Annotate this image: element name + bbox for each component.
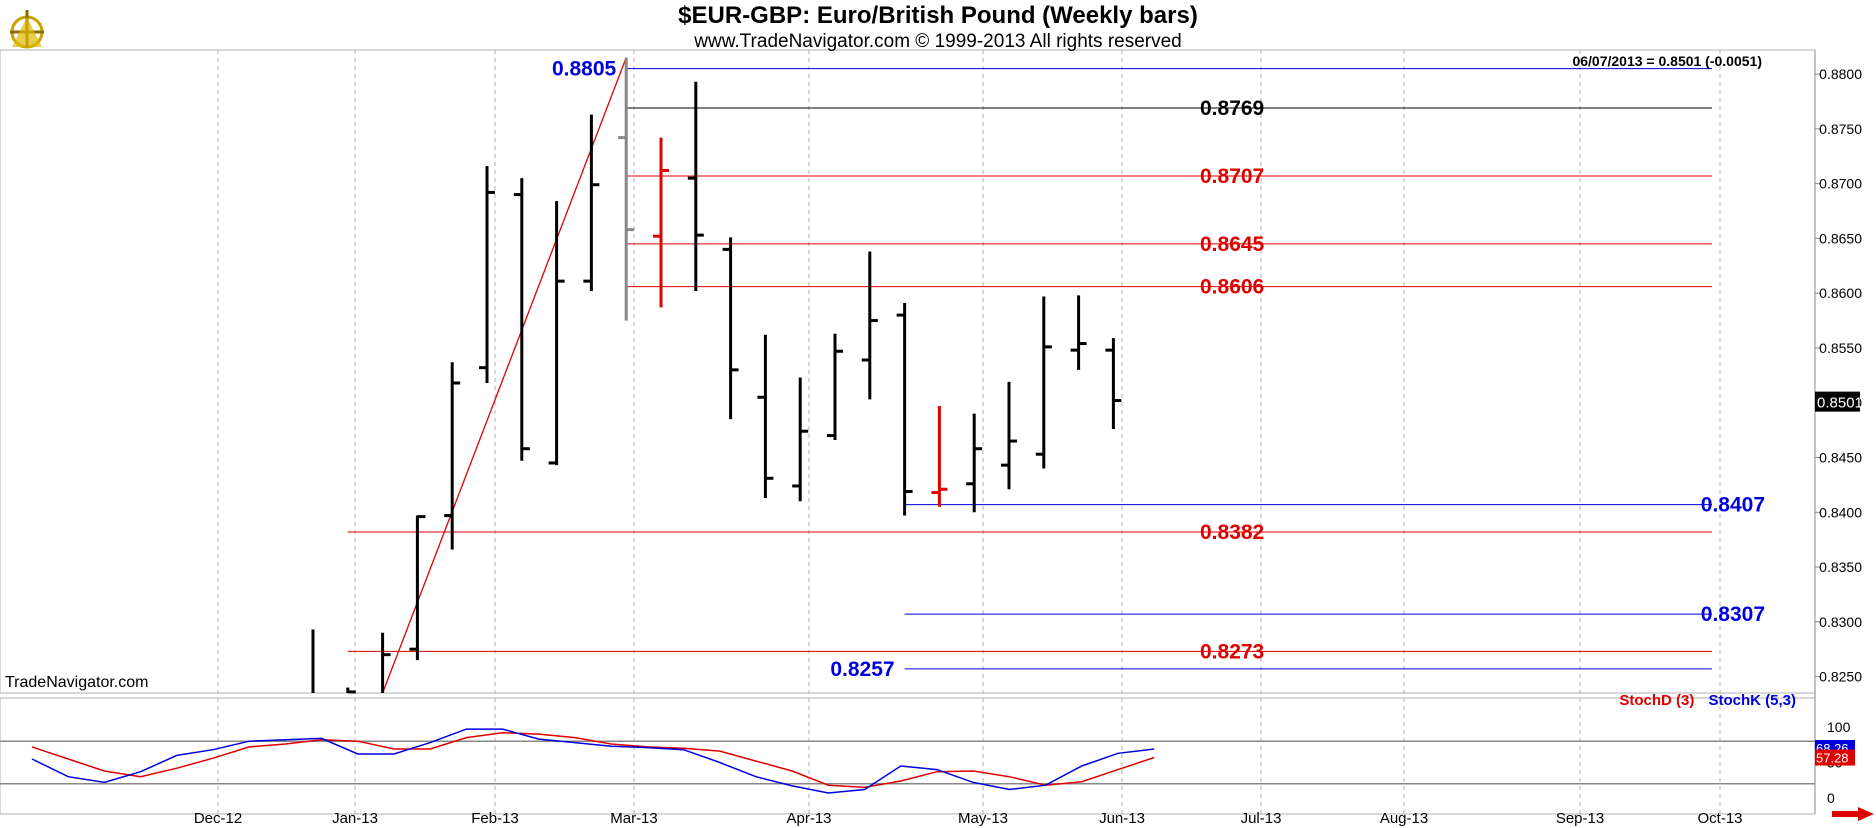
y-tick-label: 0.8300: [1819, 614, 1862, 630]
x-tick-label: Mar-13: [610, 810, 658, 827]
level-label: 0.8769: [1200, 97, 1264, 120]
level-label: 0.8382: [1200, 521, 1264, 544]
stochd-value-label: 57.28: [1816, 751, 1849, 766]
last-price-stamp: 06/07/2013 = 0.8501 (-0.0051): [1572, 53, 1762, 69]
oscillator-tick-label: 0: [1827, 790, 1835, 806]
y-tick-label: 0.8750: [1819, 121, 1862, 137]
y-tick-label: 0.8250: [1819, 669, 1862, 685]
trend-line: [381, 57, 627, 694]
header-area: [0, 0, 1876, 50]
y-tick-label: 0.8350: [1819, 559, 1862, 575]
x-tick-label: Feb-13: [471, 810, 519, 827]
oscillator-legend: StochD (3) StochK (5,3): [1619, 692, 1796, 709]
level-label: 0.8257: [830, 658, 894, 681]
y-tick-label: 0.8650: [1819, 230, 1862, 246]
level-label: 0.8273: [1200, 640, 1264, 663]
level-label: 0.8805: [552, 58, 617, 81]
stochd-legend: StochD (3): [1619, 692, 1695, 709]
right-arrow-icon[interactable]: [1832, 807, 1874, 826]
y-tick-label: 0.8450: [1819, 449, 1862, 465]
watermark-text: TradeNavigator.com: [5, 674, 149, 691]
stochk-legend: StochK (5,3): [1708, 692, 1796, 709]
stochd-value-tag: [1815, 749, 1855, 766]
oscillator-panel: [0, 697, 1816, 815]
y-tick-label: 0.8800: [1819, 66, 1862, 82]
level-label: 0.8407: [1701, 494, 1765, 517]
x-tick-label: Jun-13: [1099, 810, 1145, 827]
stochk-line: [31, 728, 1155, 794]
last-price-tag: [1815, 391, 1860, 412]
price-panel: [0, 49, 1816, 694]
y-tick-label: 0.8550: [1819, 340, 1862, 356]
level-label: 0.8606: [1200, 276, 1264, 299]
x-tick-label: Oct-13: [1697, 810, 1742, 827]
level-label: 0.8707: [1200, 165, 1264, 188]
y-tick-label: 0.8400: [1819, 504, 1862, 520]
copyright-subtitle: www.TradeNavigator.com © 1999-2013 All r…: [694, 31, 1182, 52]
right-axis-area: [1815, 50, 1876, 828]
stochd-line: [31, 731, 1155, 789]
y-tick-label: 0.8600: [1819, 285, 1862, 301]
last-price-label: 0.8501: [1817, 395, 1863, 412]
sextant-logo-icon: [2, 2, 52, 52]
x-tick-label: Apr-13: [786, 810, 831, 827]
chart-title: $EUR-GBP: Euro/British Pound (Weekly bar…: [678, 2, 1198, 29]
x-tick-label: Jan-13: [332, 810, 378, 827]
level-label: 0.8645: [1200, 233, 1265, 256]
x-tick-label: Sep-13: [1556, 810, 1604, 827]
y-tick-label: 0.8700: [1819, 176, 1862, 192]
oscillator-tick-label: 100: [1827, 719, 1851, 735]
level-label: 0.8307: [1701, 603, 1765, 626]
x-tick-label: Jul-13: [1241, 810, 1282, 827]
x-tick-label: May-13: [958, 810, 1008, 827]
x-tick-label: Dec-12: [194, 810, 242, 827]
x-tick-label: Aug-13: [1380, 810, 1428, 827]
